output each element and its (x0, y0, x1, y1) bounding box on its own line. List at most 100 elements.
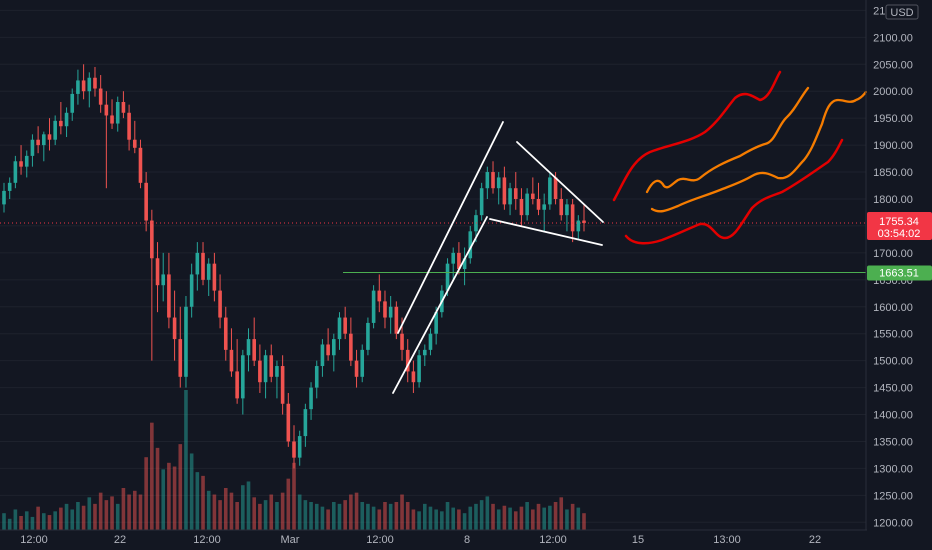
volume-bar (570, 503, 575, 530)
volume-bar (297, 494, 302, 530)
candle-body (150, 220, 154, 259)
candle-body (167, 274, 171, 318)
candle-body (502, 177, 507, 205)
volume-bar (400, 494, 404, 530)
drawings[interactable] (392, 70, 868, 394)
candle-body (388, 306, 393, 318)
candle-body (366, 322, 370, 350)
x-tick-label: 13:00 (713, 534, 741, 546)
volume-bar (252, 497, 256, 530)
volume-bar (286, 478, 291, 530)
candle-body (513, 188, 518, 199)
volume-bar (371, 506, 376, 530)
candle-body (434, 312, 438, 334)
volume-bar (434, 509, 438, 530)
candle-body (326, 344, 330, 356)
candle-body (110, 115, 114, 124)
x-tick-label: 22 (809, 534, 821, 546)
projection-orange-lower[interactable] (650, 90, 868, 213)
wedge-upper-line[interactable] (516, 141, 604, 223)
candle-body (252, 339, 256, 361)
price-axis[interactable]: 1200.00 1250.00 1300.00 1350.00 1400.00 1450.… (873, 5, 913, 529)
candle-body (320, 344, 325, 367)
volume-bar (59, 507, 63, 530)
currency-badge[interactable]: USD (885, 4, 919, 20)
time-axis[interactable]: 12:00 22 12:00 Mar 12:00 8 12:00 15 13:00 22 (20, 534, 821, 546)
x-tick-label: 12:00 (20, 534, 48, 546)
candle-body (235, 371, 239, 399)
volume-bar (354, 492, 359, 530)
volume-bar (457, 509, 461, 530)
candle-body (297, 436, 302, 458)
volume-bar (417, 511, 421, 530)
volume-bar (405, 502, 410, 530)
volume-bar (93, 503, 97, 530)
volume-bar (81, 505, 86, 530)
volume-bar (445, 502, 450, 530)
wedge-lower-line[interactable] (489, 218, 603, 246)
volume-bar (383, 502, 387, 530)
volume-bar (98, 492, 103, 530)
volume-bar (212, 494, 217, 530)
volume-bar (2, 513, 6, 530)
candle-body (400, 333, 404, 350)
volume-bar (36, 506, 40, 530)
candle-body (132, 139, 137, 148)
volume-bar (115, 503, 120, 530)
volume-bar (218, 500, 222, 530)
volume-bar (440, 511, 444, 530)
volume-bar (172, 466, 177, 530)
volume-bar (47, 515, 52, 530)
candle-body (479, 188, 484, 216)
volume-bar (275, 502, 279, 530)
projection-red-upper[interactable] (612, 70, 782, 202)
y-tick-label: 2100.00 (873, 32, 913, 44)
volume-bar (332, 502, 336, 530)
channel-lower-line[interactable] (392, 216, 488, 394)
volume-bar (121, 488, 126, 530)
volume-bar (326, 509, 330, 530)
candle-body (42, 134, 46, 146)
candle-body (332, 339, 336, 356)
candle-body (24, 155, 29, 167)
volume-bar (451, 507, 456, 530)
volume-bar (132, 490, 137, 530)
volume-bar (155, 447, 160, 530)
projection-red-lower[interactable] (624, 138, 844, 245)
candle-body (314, 366, 319, 388)
volume-bar (343, 500, 347, 530)
volume-bar (531, 509, 535, 530)
volume-bar (576, 507, 581, 530)
y-tick-label: 1600.00 (873, 302, 913, 314)
volume-bar (496, 509, 501, 530)
volume-bar (337, 503, 342, 530)
volume-bar (360, 502, 365, 530)
volume-bar (553, 502, 558, 530)
candle-body (218, 290, 222, 318)
volume-bars (2, 390, 586, 530)
candle-body (286, 403, 291, 442)
candle-body (337, 317, 342, 340)
volume-bar (565, 509, 569, 530)
candle-body (98, 88, 103, 105)
volume-bar (349, 494, 353, 530)
candle-body (462, 258, 467, 270)
projection-orange-upper[interactable] (645, 86, 810, 194)
candle-body (548, 177, 552, 205)
volume-bar (24, 511, 29, 530)
volume-bar (241, 485, 245, 530)
time-axis-panel[interactable] (0, 531, 866, 550)
channel-upper-line[interactable] (397, 121, 504, 334)
y-tick-label: 1800.00 (873, 194, 913, 206)
candle-body (496, 177, 501, 189)
candle-body (354, 360, 359, 377)
x-tick-label: 15 (632, 534, 644, 546)
candle-body (457, 252, 461, 270)
candle-body (195, 252, 200, 275)
volume-bar (309, 502, 313, 530)
candle-body (93, 77, 97, 89)
candle-body (184, 306, 188, 377)
volume-bar (394, 502, 399, 530)
